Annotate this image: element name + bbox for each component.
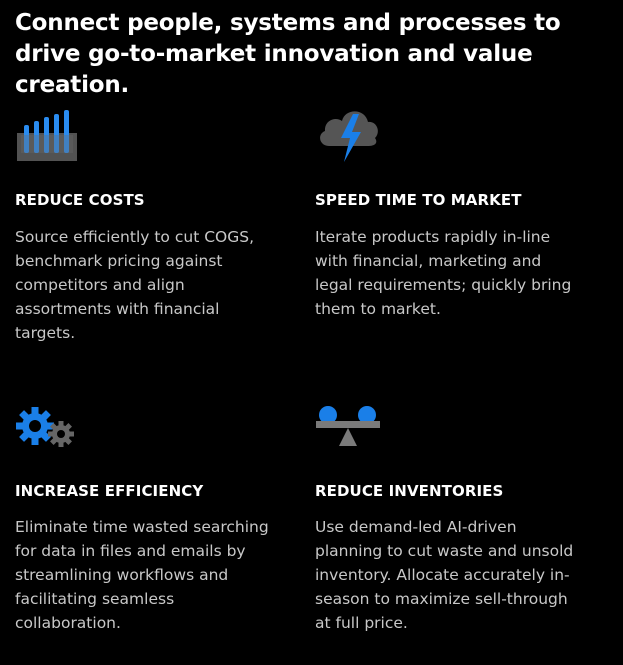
card-title: SPEED TIME TO MARKET: [315, 191, 522, 209]
card-description: Eliminate time wasted searching for data…: [15, 518, 269, 632]
cloud-lightning-icon: [320, 111, 378, 162]
page-headline: Connect people, systems and processes to…: [15, 10, 561, 98]
balance-scale-icon: [316, 406, 380, 446]
card-description: Use demand-led AI-driven planning to cut…: [315, 518, 574, 632]
gears-icon: [16, 407, 74, 447]
card-description: Iterate products rapidly in-line with fi…: [315, 228, 572, 318]
card-description: Source efficiently to cut COGS, benchmar…: [15, 228, 254, 342]
card-title: INCREASE EFFICIENCY: [15, 482, 204, 500]
card-title: REDUCE COSTS: [15, 191, 145, 209]
bar-chart-icon: [17, 110, 77, 161]
card-title: REDUCE INVENTORIES: [315, 482, 504, 500]
